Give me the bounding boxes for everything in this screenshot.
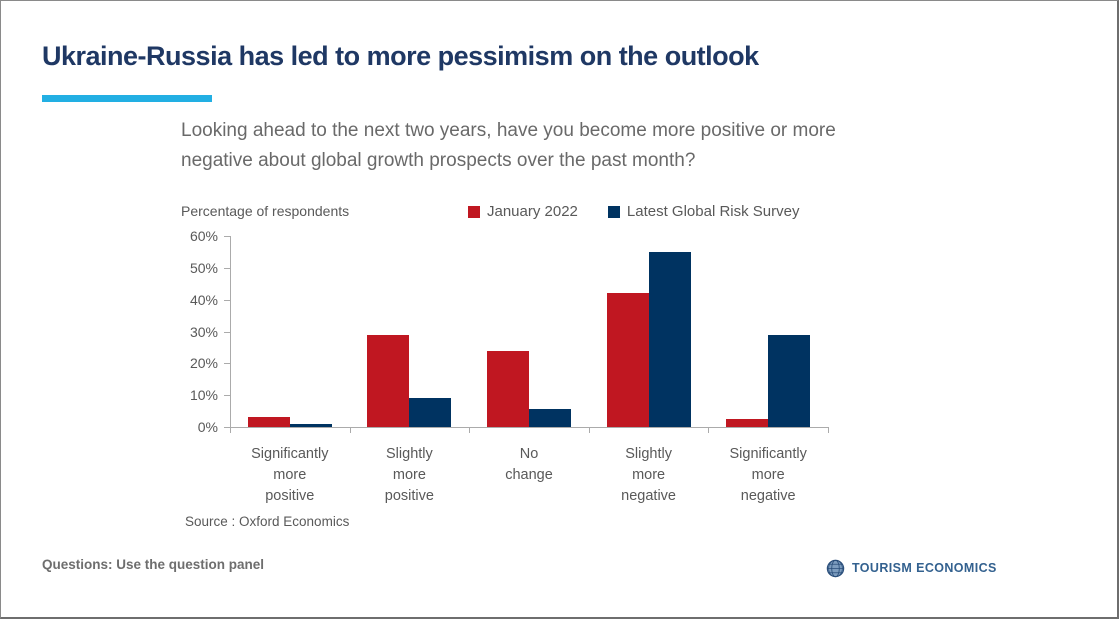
x-axis-tick xyxy=(230,427,231,433)
logo-text: TOURISM ECONOMICS xyxy=(852,561,997,575)
x-label-line: positive xyxy=(384,488,434,504)
chart-title: Looking ahead to the next two years, hav… xyxy=(181,120,836,171)
x-label-line: No xyxy=(519,446,539,462)
bar-january-2022 xyxy=(487,350,529,427)
x-label-line: more xyxy=(273,467,307,483)
legend-item: January 2022 xyxy=(468,203,578,220)
x-axis-category-label: Significantly more positive xyxy=(225,444,355,507)
footer-question-note: Questions: Use the question panel xyxy=(42,557,265,572)
x-label-line: Significantly xyxy=(729,446,807,462)
tourism-economics-logo: TOURISM ECONOMICS xyxy=(826,557,997,579)
x-axis-category-label: No change xyxy=(464,444,594,486)
source-note: Source : Oxford Economics xyxy=(185,514,350,529)
bar-january-2022 xyxy=(367,334,410,427)
x-label-line: negative xyxy=(740,488,796,504)
x-axis-tick xyxy=(349,427,351,433)
x-label-line: Significantly xyxy=(251,446,329,462)
bar-january-2022 xyxy=(606,293,649,427)
y-axis-tick-label: 60% xyxy=(189,228,218,244)
bar-latest-survey xyxy=(768,334,811,427)
legend-label: Latest Global Risk Survey xyxy=(626,203,800,220)
y-axis-tick-label: 10% xyxy=(189,387,218,404)
legend-swatch xyxy=(607,205,620,218)
x-axis-tick xyxy=(828,427,829,433)
y-axis-tick xyxy=(224,331,230,333)
x-axis-tick xyxy=(708,427,710,433)
slide-title: Ukraine-Russia has led to more pessimism… xyxy=(42,41,759,71)
x-axis-category-label: Significantly more negative xyxy=(703,444,833,507)
y-axis-tick-label: 20% xyxy=(189,355,218,372)
y-axis-tick xyxy=(224,299,230,301)
bar-latest-survey xyxy=(289,423,332,427)
bar-january-2022 xyxy=(247,417,290,427)
x-label-line: more xyxy=(392,467,426,483)
y-axis-tick xyxy=(224,363,230,365)
title-accent-bar xyxy=(42,95,212,102)
y-axis-tick xyxy=(224,236,230,237)
y-axis-tick xyxy=(224,427,230,428)
bar-latest-survey xyxy=(409,398,452,427)
x-label-line: positive xyxy=(265,488,315,504)
bar-latest-survey xyxy=(529,409,571,427)
legend-item: Latest Global Risk Survey xyxy=(607,203,800,220)
legend-swatch xyxy=(468,205,480,218)
x-axis-tick xyxy=(469,427,471,433)
bar-january-2022 xyxy=(726,419,769,427)
x-label-line: Slightly xyxy=(625,446,672,462)
y-axis-tick-label: 50% xyxy=(189,259,218,276)
chart-legend: January 2022 Latest Global Risk Survey xyxy=(468,203,799,220)
x-axis-category-label: Slightly more positive xyxy=(344,444,474,507)
x-axis-line xyxy=(230,427,829,428)
bar-latest-survey xyxy=(648,251,691,427)
axis-unit-label: Percentage of respondents xyxy=(181,203,350,219)
y-axis-tick xyxy=(224,395,230,397)
x-axis-tick xyxy=(588,427,590,433)
y-axis-tick-label: 40% xyxy=(189,291,218,308)
globe-icon xyxy=(826,559,845,577)
x-label-line: more xyxy=(632,467,666,483)
y-axis-tick-label: 0% xyxy=(197,419,218,435)
y-axis-line xyxy=(230,236,231,427)
y-axis-tick xyxy=(224,267,230,269)
legend-label: January 2022 xyxy=(487,203,578,220)
x-label-line: Slightly xyxy=(386,446,433,462)
x-label-line: more xyxy=(751,467,785,483)
x-label-line: change xyxy=(505,467,553,483)
y-axis-tick-label: 30% xyxy=(189,323,218,340)
x-label-line: negative xyxy=(621,488,676,504)
x-axis-category-label: Slightly more negative xyxy=(584,444,714,507)
